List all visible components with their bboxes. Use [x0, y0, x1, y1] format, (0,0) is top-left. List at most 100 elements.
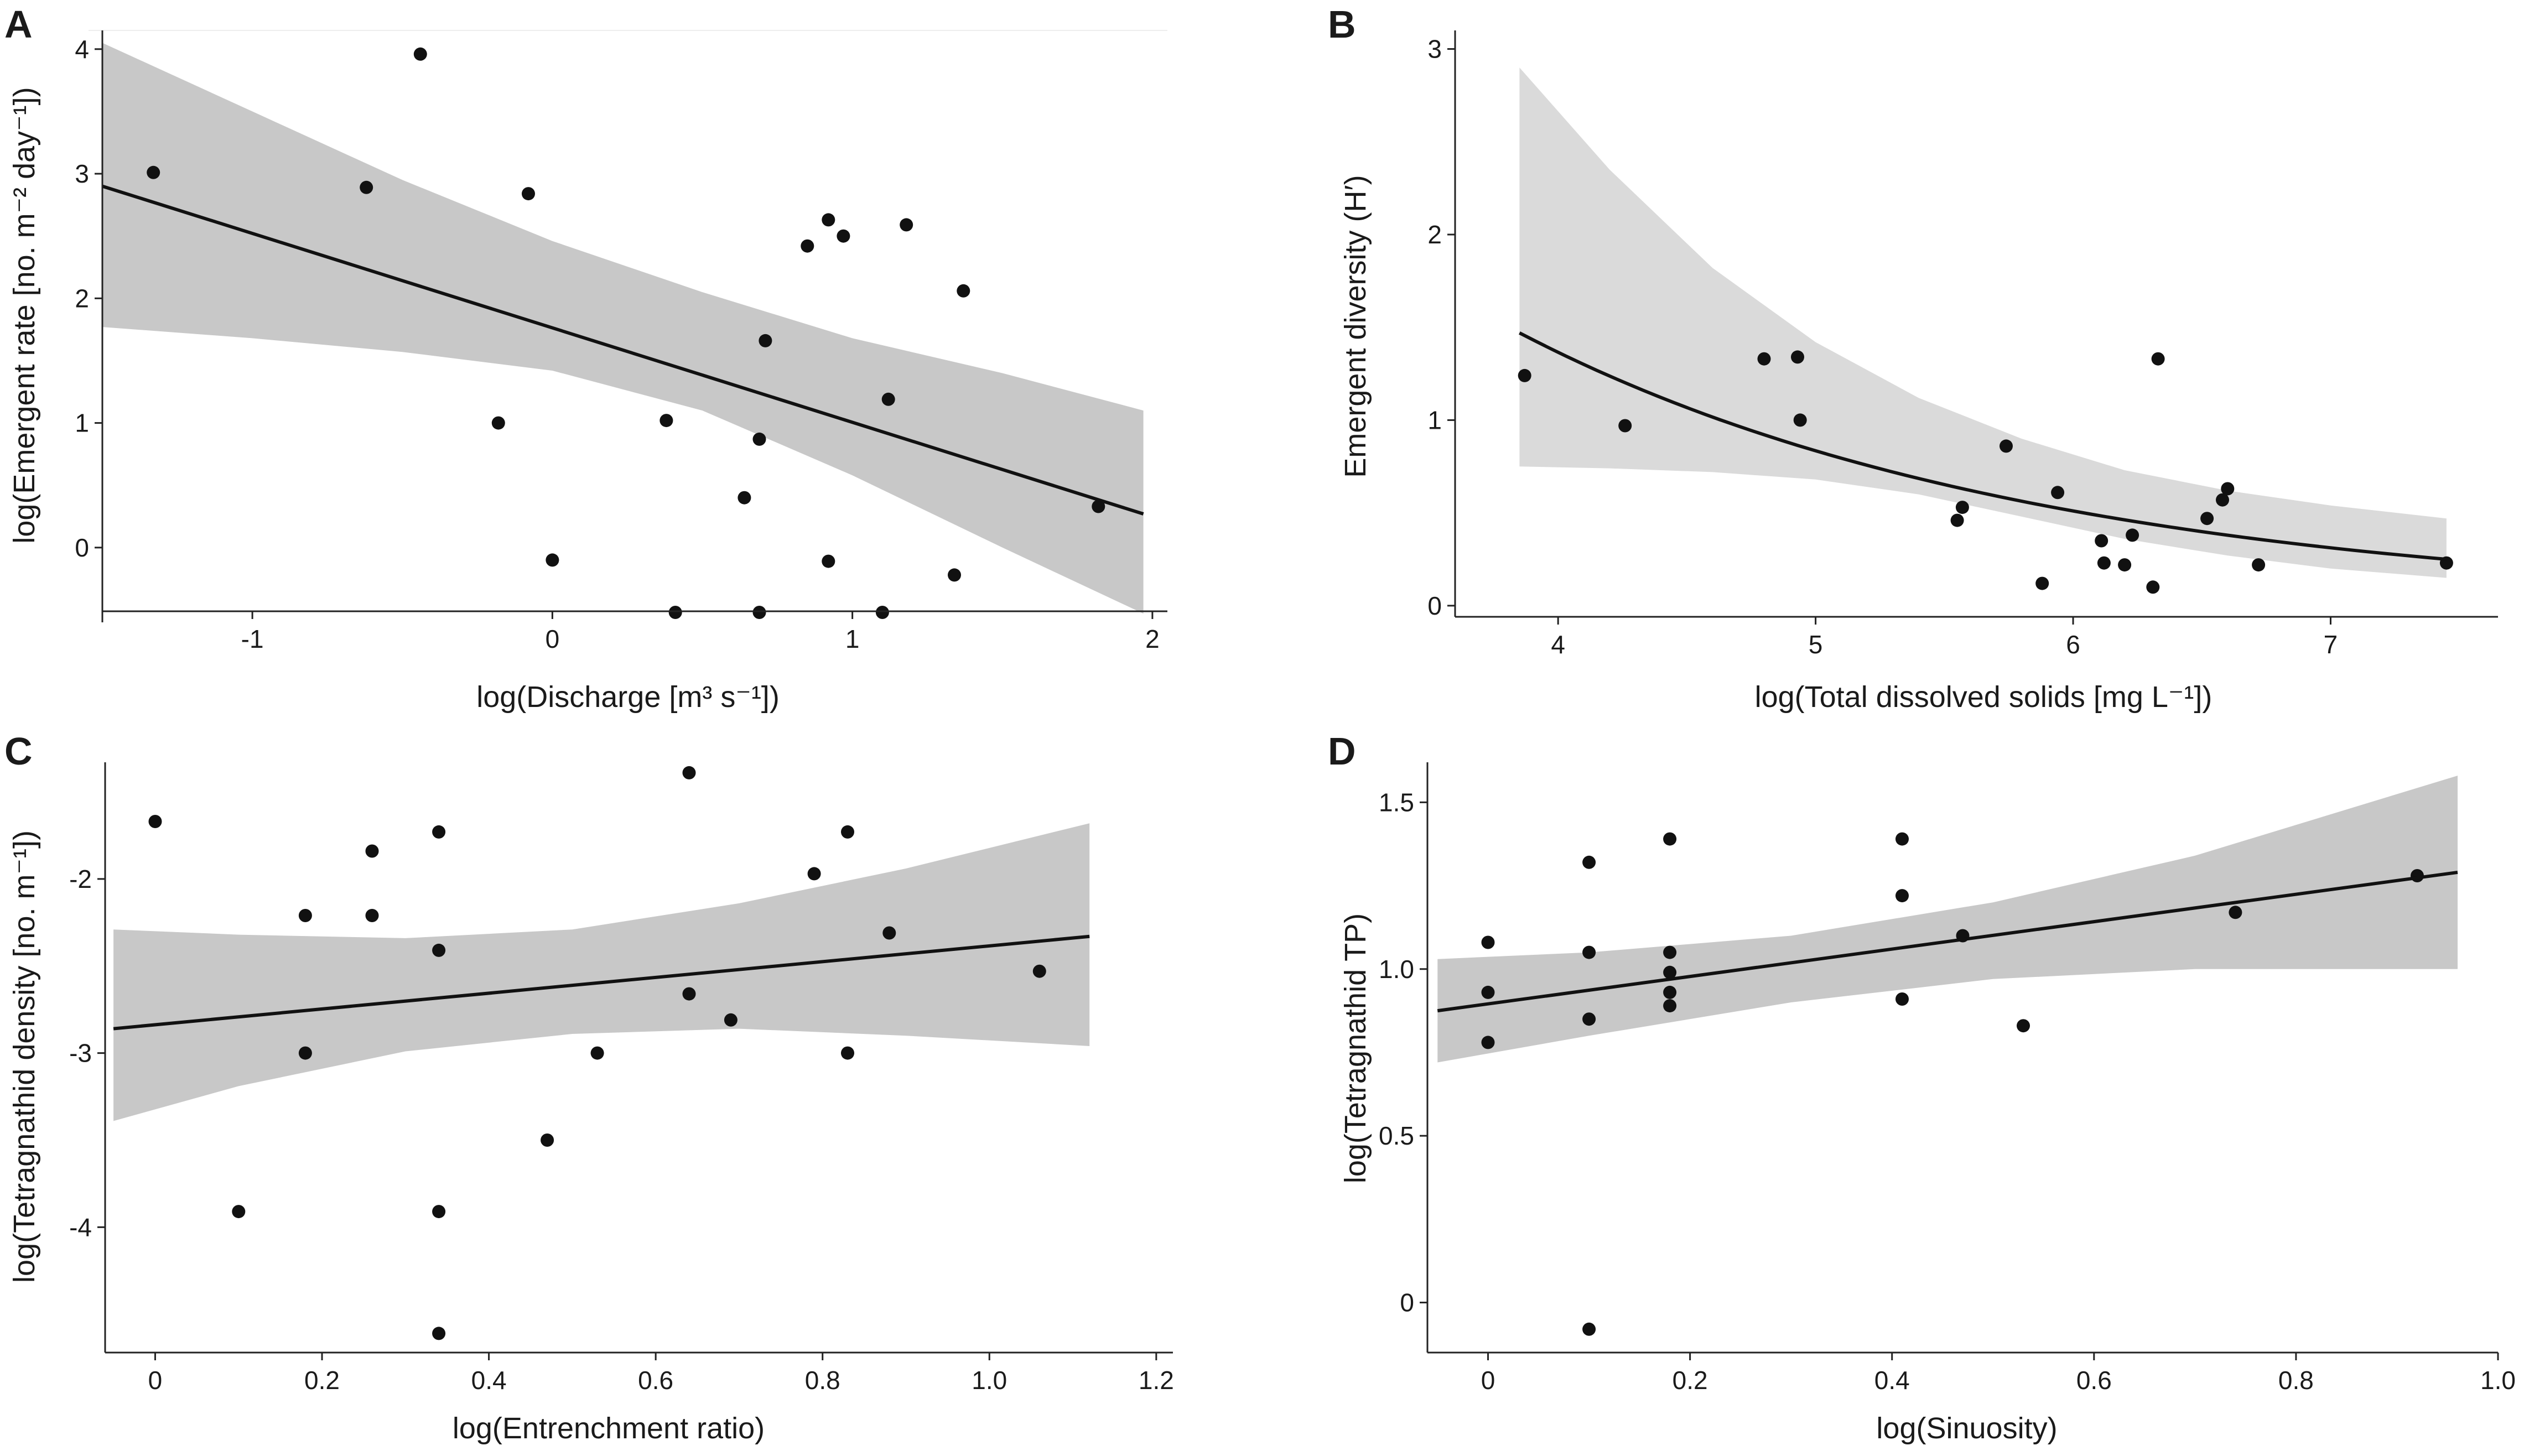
panel-d-point-14 [1895, 889, 1909, 903]
panel-b-y-tick-label: 1 [1427, 405, 1442, 434]
panel-a-y-tick-label: 3 [75, 159, 89, 188]
panel-a-point-16 [837, 229, 850, 243]
panel-a-point-12 [759, 334, 772, 347]
panel-c-points [148, 766, 1046, 1340]
panel-a-point-14 [822, 213, 835, 227]
panel-a-x-tick-label: 1 [845, 625, 860, 653]
panel-a-point-6 [546, 553, 559, 567]
panel-b-point-2 [1618, 419, 1632, 433]
panel-a-x-axis-title: log(Discharge [m³ s⁻¹]) [476, 680, 780, 714]
panel-d-point-15 [1895, 992, 1909, 1006]
panel-a-point-3 [413, 47, 427, 61]
panel-b-confidence-band [1519, 67, 2447, 578]
panel-d-point-8 [1663, 832, 1677, 846]
panel-d-letter: D [1328, 730, 1356, 773]
panel-a-x-tick-label: -1 [241, 625, 264, 653]
panel-d-x-tick-label: 0.2 [1673, 1366, 1708, 1395]
panel-d-x-tick-label: 0.4 [1874, 1366, 1910, 1395]
panel-c-point-12 [590, 1046, 604, 1060]
panel-c-x-tick-label: 0 [148, 1366, 163, 1395]
panel-c-confidence-band [113, 823, 1090, 1121]
panel-d-point-12 [1663, 999, 1677, 1013]
panel-d-x-tick-label: 0.6 [2076, 1366, 2112, 1395]
panel-d-x-tick-label: 0.8 [2278, 1366, 2314, 1395]
panel-b-point-1 [1518, 368, 1531, 382]
panel-d-point-18 [2229, 906, 2242, 919]
panel-a-point-10 [752, 432, 766, 446]
panel-a-point-1 [147, 165, 160, 179]
panel-c-y-axis-title: log(Tetragnathid density [no. m⁻¹]) [8, 830, 41, 1283]
panel-c: 0 0.2 0.4 0.6 0.8 1.0 1.2 -4 -3 -2 C log(Entrench… [4, 730, 1174, 1445]
panel-b-x-tick-label: 5 [1809, 630, 1823, 659]
panel-c-x-tick-label: 1.0 [972, 1366, 1007, 1395]
panel-c-y-tick-label: -3 [69, 1039, 92, 1068]
panel-d-y-axis-title: log(Tetragnathid TP) [1339, 913, 1372, 1183]
panel-a-point-11 [752, 606, 766, 619]
panel-b-point-13 [2118, 558, 2132, 572]
panel-b-point-12 [2097, 556, 2111, 570]
panel-a-point-18 [881, 392, 895, 406]
panel-c-point-14 [682, 987, 696, 1001]
panel-a-y-tick-label: 2 [75, 284, 89, 313]
panel-b-point-11 [2095, 534, 2108, 548]
panel-a-fit-line [102, 184, 1144, 516]
panel-d-point-6 [1582, 1012, 1596, 1026]
panel-d-x-tick-label: 0 [1481, 1366, 1495, 1395]
panel-c-point-15 [724, 1013, 738, 1027]
panel-c-fit-line [113, 934, 1090, 1031]
panel-a-y-axis-title: log(Emergent rate [no. m⁻² day⁻¹]) [8, 87, 41, 543]
panel-c-point-11 [541, 1133, 554, 1147]
panel-d-fit-line [1437, 870, 2458, 1013]
panel-c-point-13 [682, 766, 696, 779]
panel-c-point-5 [365, 844, 379, 858]
panel-c-x-tick-label: 0.8 [805, 1366, 840, 1395]
panel-c-x-tick-label: 1.2 [1139, 1366, 1174, 1395]
panel-b-y-tick-label: 3 [1427, 35, 1442, 64]
panel-b-y-tick-label: 0 [1427, 591, 1442, 620]
panel-a-axes: -1 0 1 2 0 1 2 3 4 [75, 30, 1167, 653]
panel-b-point-9 [2035, 576, 2049, 590]
panel-c-point-1 [148, 815, 162, 828]
panel-b-point-7 [1955, 501, 1969, 514]
panel-d-point-3 [1481, 1036, 1495, 1049]
panel-b-point-5 [1793, 413, 1807, 427]
panel-a: -1 0 1 2 0 1 2 3 4 A log(Discharge [m³ s⁻¹]) log… [4, 3, 1167, 714]
panel-c-point-19 [882, 926, 896, 940]
panel-a-point-8 [668, 606, 682, 619]
panel-b-axes: 4 5 6 7 0 1 2 3 [1427, 30, 2498, 659]
panel-c-point-8 [432, 943, 446, 957]
panel-b-y-tick-label: 2 [1427, 220, 1442, 249]
panel-d-confidence-band [1437, 776, 2458, 1063]
panel-c-x-axis-title: log(Entrenchment ratio) [453, 1412, 765, 1445]
panel-b-point-14 [2126, 528, 2139, 542]
panel-a-point-21 [957, 284, 970, 298]
panel-a-point-13 [801, 239, 814, 253]
panel-a-y-tick-label: 4 [75, 35, 89, 64]
panel-c-point-2 [232, 1205, 246, 1219]
panel-a-point-5 [522, 187, 535, 201]
panel-d-y-tick-label: 1.0 [1379, 955, 1414, 984]
panel-a-points [147, 47, 1105, 619]
panel-c-point-17 [841, 825, 854, 839]
panel-b-point-4 [1791, 350, 1804, 364]
panel-c-point-6 [365, 909, 379, 922]
panel-b-point-6 [1950, 513, 1964, 527]
panel-d-axes: 0 0.2 0.4 0.6 0.8 1.0 0 0.5 1.0 1.5 [1379, 762, 2516, 1395]
panel-b-y-axis-title: Emergent diversity (H′) [1339, 175, 1372, 477]
panel-b-point-8 [2000, 439, 2013, 453]
panel-c-point-18 [841, 1046, 854, 1060]
panel-a-y-tick-label: 0 [75, 533, 89, 562]
panel-b-point-18 [2216, 493, 2229, 507]
panel-b-fit-line [1519, 331, 2447, 561]
panel-c-point-20 [1032, 964, 1046, 978]
panel-a-y-tick-label: 1 [75, 409, 89, 438]
panel-d-point-1 [1481, 935, 1495, 949]
panel-b-x-tick-label: 4 [1551, 630, 1565, 659]
panel-a-x-tick-label: 0 [546, 625, 560, 653]
panel-c-axes: 0 0.2 0.4 0.6 0.8 1.0 1.2 -4 -3 -2 [69, 762, 1174, 1395]
panel-a-x-tick-label: 2 [1145, 625, 1160, 653]
panel-b-point-15 [2146, 580, 2160, 594]
panel-a-point-19 [900, 218, 913, 232]
panel-d-x-tick-label: 1.0 [2480, 1366, 2516, 1395]
